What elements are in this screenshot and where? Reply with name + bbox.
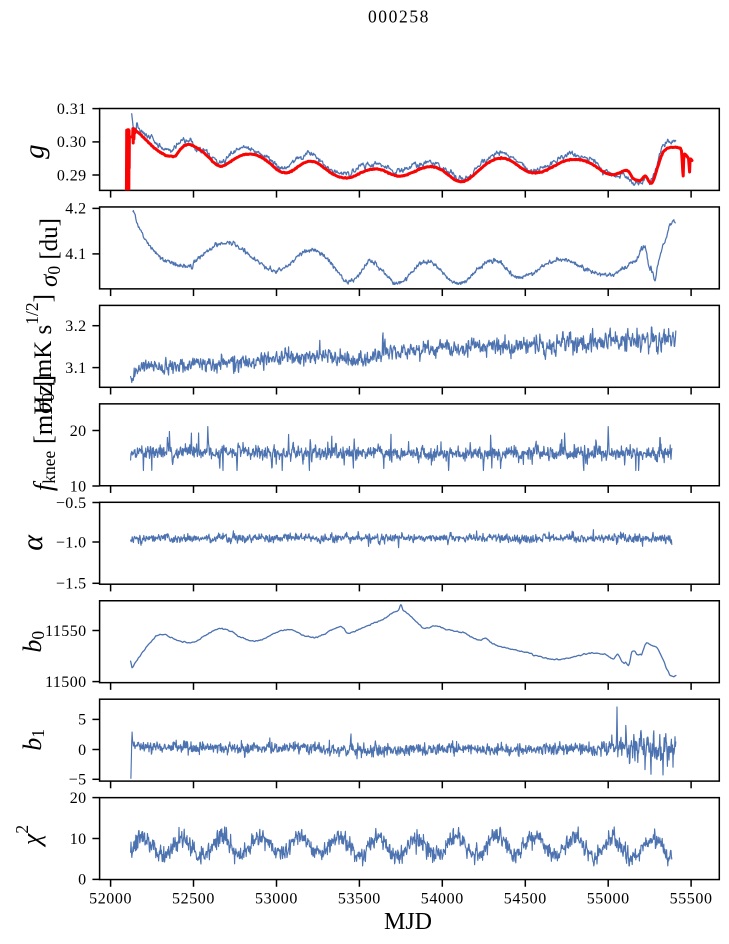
- svg-text:b1: b1: [18, 729, 48, 751]
- svg-text:55500: 55500: [670, 891, 713, 908]
- svg-text:0: 0: [78, 872, 86, 889]
- svg-text:3.1: 3.1: [65, 360, 86, 377]
- svg-text:52000: 52000: [89, 891, 132, 908]
- svg-text:5: 5: [78, 712, 86, 729]
- svg-text:000258: 000258: [368, 7, 430, 27]
- svg-text:0: 0: [78, 742, 86, 759]
- svg-text:g: g: [19, 144, 51, 159]
- svg-text:χ2: χ2: [12, 825, 46, 848]
- svg-text:b0: b0: [18, 631, 48, 653]
- svg-text:fknee [mHz]: fknee [mHz]: [28, 375, 59, 491]
- svg-text:σ0 [du]: σ0 [du]: [36, 218, 64, 287]
- svg-text:0.29: 0.29: [57, 167, 87, 184]
- svg-text:53000: 53000: [255, 891, 298, 908]
- svg-text:0.31: 0.31: [57, 101, 87, 118]
- svg-text:11550: 11550: [45, 623, 86, 640]
- svg-text:55000: 55000: [587, 891, 630, 908]
- svg-text:−1.5: −1.5: [56, 576, 87, 593]
- svg-text:3.2: 3.2: [65, 318, 86, 335]
- svg-text:20: 20: [70, 423, 87, 440]
- svg-text:4.1: 4.1: [65, 246, 86, 263]
- svg-text:11500: 11500: [45, 674, 86, 691]
- svg-text:53500: 53500: [338, 891, 381, 908]
- svg-text:10: 10: [70, 478, 87, 495]
- svg-text:−0.5: −0.5: [56, 495, 87, 512]
- svg-text:σ0 [mK s1/2]: σ0 [mK s1/2]: [22, 294, 58, 414]
- svg-text:−5: −5: [69, 772, 87, 789]
- svg-text:−1.0: −1.0: [56, 534, 87, 551]
- svg-text:54500: 54500: [504, 891, 547, 908]
- svg-text:0.30: 0.30: [57, 134, 87, 151]
- svg-text:MJD: MJD: [384, 909, 432, 935]
- svg-text:52500: 52500: [172, 891, 215, 908]
- svg-text:20: 20: [70, 790, 87, 807]
- svg-text:4.2: 4.2: [65, 201, 86, 218]
- svg-text:54000: 54000: [421, 891, 464, 908]
- svg-text:α: α: [16, 534, 49, 551]
- svg-text:10: 10: [70, 831, 87, 848]
